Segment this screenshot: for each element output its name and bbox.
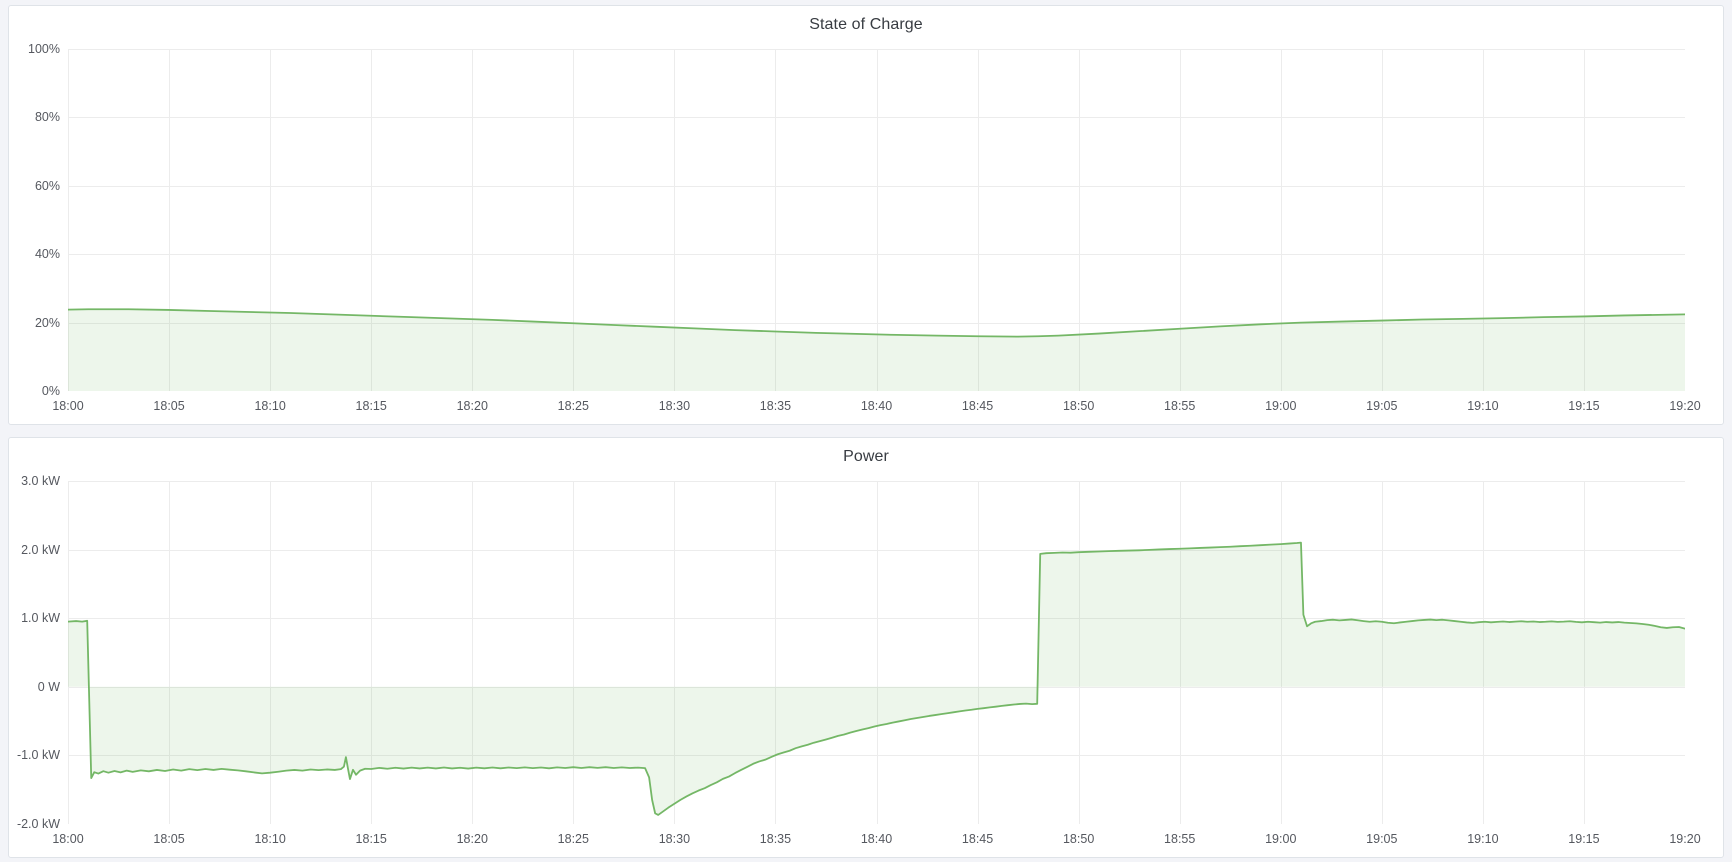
chart-svg xyxy=(68,481,1685,824)
y-tick-label: -2.0 kW xyxy=(16,817,60,831)
x-tick-label: 18:00 xyxy=(52,399,84,413)
x-tick-label: 18:10 xyxy=(254,399,286,413)
chart-svg xyxy=(68,49,1685,391)
y-tick-label: -1.0 kW xyxy=(16,748,60,763)
state-of-charge-chart[interactable]: 100% 80% 60% 40% 20% 0% 18:00 18:05 18:10 18:15 18… xyxy=(28,42,1701,413)
x-tick-label: 18:05 xyxy=(153,832,185,846)
gridlines xyxy=(68,49,1685,391)
x-tick-label: 18:35 xyxy=(759,399,792,413)
x-tick-label: 18:35 xyxy=(759,832,792,846)
x-tick-label: 18:40 xyxy=(860,399,893,413)
x-tick-label: 18:00 xyxy=(52,832,84,846)
x-tick-label: 19:20 xyxy=(1669,832,1701,846)
panel-title-state-of-charge[interactable]: State of Charge xyxy=(809,16,923,33)
x-tick-label: 18:30 xyxy=(658,832,691,846)
x-tick-label: 19:00 xyxy=(1265,832,1297,846)
panel-power: Power 3.0 kW 2.0 kW 1.0 kW 0 W -1.0 kW -2.0 k… xyxy=(8,437,1724,858)
y-tick-label: 1.0 kW xyxy=(21,611,60,626)
x-tick-label: 19:10 xyxy=(1467,399,1499,413)
x-tick-label: 18:15 xyxy=(355,832,387,846)
x-tick-label: 19:20 xyxy=(1669,399,1701,413)
x-tick-label: 18:20 xyxy=(456,399,488,413)
x-tick-label: 19:15 xyxy=(1568,399,1600,413)
y-tick-label: 2.0 kW xyxy=(21,542,60,557)
y-tick-label: 0% xyxy=(41,384,60,398)
x-tick-label: 19:05 xyxy=(1366,832,1398,846)
x-tick-label: 18:40 xyxy=(860,832,893,846)
series-line xyxy=(68,308,1685,338)
x-tick-label: 18:55 xyxy=(1164,399,1196,413)
panel-title-power[interactable]: Power xyxy=(843,448,889,465)
y-tick-label: 20% xyxy=(34,315,60,330)
x-tick-label: 18:50 xyxy=(1062,399,1095,413)
x-tick-label: 18:05 xyxy=(153,399,185,413)
power-chart[interactable]: 3.0 kW 2.0 kW 1.0 kW 0 W -1.0 kW -2.0 kW 18:00… xyxy=(17,474,1701,846)
series-line xyxy=(68,541,1685,816)
y-tick-label: 60% xyxy=(34,178,60,193)
y-tick-label: 0 W xyxy=(37,679,60,694)
x-tick-label: 18:25 xyxy=(557,399,589,413)
x-tick-label: 18:45 xyxy=(961,399,994,413)
series-area xyxy=(68,542,1685,815)
y-tick-label: 3.0 kW xyxy=(21,474,60,488)
series-area xyxy=(68,309,1685,391)
x-tick-label: 18:30 xyxy=(658,399,691,413)
x-tick-label: 18:55 xyxy=(1164,832,1196,846)
x-tick-label: 18:25 xyxy=(557,832,589,846)
x-tick-label: 18:50 xyxy=(1062,832,1095,846)
x-tick-label: 18:15 xyxy=(355,399,387,413)
x-tick-label: 18:45 xyxy=(961,832,994,846)
x-tick-label: 18:20 xyxy=(456,832,488,846)
x-tick-label: 18:10 xyxy=(254,832,286,846)
x-tick-label: 19:15 xyxy=(1568,832,1600,846)
y-tick-label: 40% xyxy=(34,247,60,262)
gridlines xyxy=(68,481,1685,824)
y-tick-label: 80% xyxy=(34,110,60,125)
x-tick-label: 19:00 xyxy=(1265,399,1297,413)
panel-state-of-charge: State of Charge 100% 80% 60% 40% 20% 0% 18:00 1… xyxy=(8,5,1724,425)
y-tick-label: 100% xyxy=(28,42,60,56)
x-tick-label: 19:10 xyxy=(1467,832,1499,846)
x-tick-label: 19:05 xyxy=(1366,399,1398,413)
